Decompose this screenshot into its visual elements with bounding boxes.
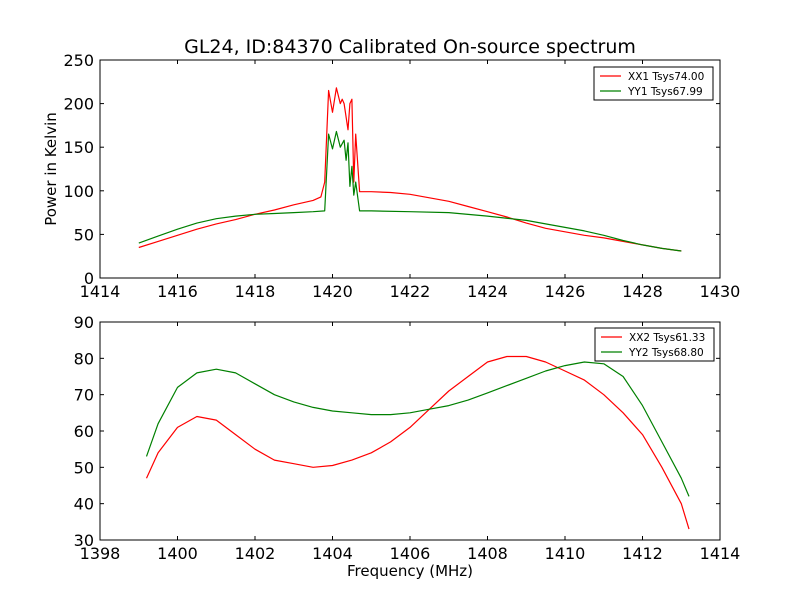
x-tick-label: 1424 bbox=[467, 282, 508, 301]
x-tick-label: 1404 bbox=[312, 544, 353, 563]
x-tick-label: 1398 bbox=[80, 544, 121, 563]
x-tick-label: 1428 bbox=[622, 282, 663, 301]
x-tick-label: 1426 bbox=[545, 282, 586, 301]
x-tick-label: 1420 bbox=[312, 282, 353, 301]
y-axis-label: Power in Kelvin bbox=[42, 112, 60, 226]
y-tick-label: 60 bbox=[74, 422, 94, 441]
series-line-2 bbox=[145, 361, 690, 497]
legend-entry: XX1 Tsys74.00 bbox=[628, 71, 704, 83]
x-axis-label: Frequency (MHz) bbox=[347, 562, 473, 580]
x-tick-label: 1406 bbox=[390, 544, 431, 563]
x-tick-label: 1412 bbox=[622, 544, 663, 563]
y-tick-label: 150 bbox=[63, 138, 94, 157]
legend-entry: XX2 Tsys61.33 bbox=[629, 332, 705, 344]
series-line-1 bbox=[138, 87, 682, 252]
x-tick-label: 1414 bbox=[80, 282, 121, 301]
y-tick-label: 50 bbox=[74, 458, 94, 477]
bottom-panel: 1398 1400 1402 1404 1406 1408 1410 1412 1414 30 40… bbox=[74, 313, 741, 563]
y-tick-label: 70 bbox=[74, 386, 94, 405]
x-tick-label: 1410 bbox=[545, 544, 586, 563]
y-tick-label: 90 bbox=[74, 313, 94, 332]
figure-title: GL24, ID:84370 Calibrated On-source spec… bbox=[184, 36, 636, 58]
y-tick-label: 30 bbox=[74, 531, 94, 550]
y-tick-label: 80 bbox=[74, 349, 94, 368]
legend-entry: YY1 Tsys67.99 bbox=[627, 86, 703, 98]
x-tick-label: 1422 bbox=[390, 282, 431, 301]
x-tick-label: 1402 bbox=[235, 544, 276, 563]
x-tick-label: 1408 bbox=[467, 544, 508, 563]
x-tick-label: 1418 bbox=[235, 282, 276, 301]
y-tick-label: 250 bbox=[63, 51, 94, 70]
legend-entry: YY2 Tsys68.80 bbox=[628, 347, 704, 359]
y-tick-label: 100 bbox=[63, 182, 94, 201]
top-panel: 1414 1416 1418 1420 1422 1424 1426 1428 1430 0 50 1… bbox=[63, 51, 740, 301]
legend-box bbox=[594, 327, 715, 362]
legend-box bbox=[593, 66, 714, 101]
x-tick-label: 1414 bbox=[700, 544, 741, 563]
series-line-1 bbox=[145, 355, 690, 530]
y-tick-label: 0 bbox=[84, 269, 94, 288]
y-tick-label: 50 bbox=[74, 225, 94, 244]
x-tick-label: 1400 bbox=[157, 544, 198, 563]
x-tick-label: 1416 bbox=[157, 282, 198, 301]
series-line-2 bbox=[138, 130, 682, 252]
y-tick-label: 200 bbox=[63, 95, 94, 114]
y-tick-label: 40 bbox=[74, 495, 94, 514]
x-tick-label: 1430 bbox=[700, 282, 741, 301]
